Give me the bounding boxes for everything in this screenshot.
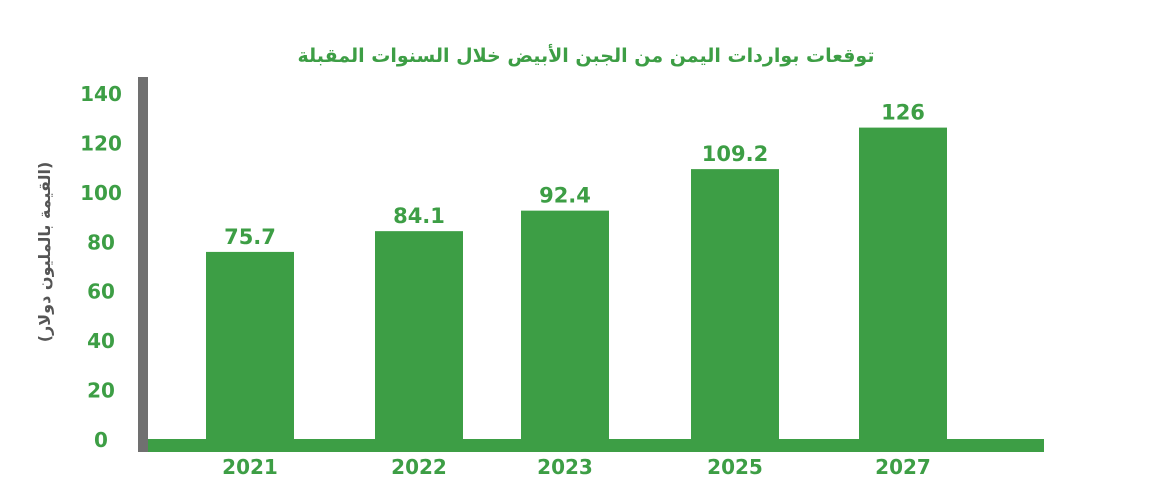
x-ticks: 2021 2022 2023 2025 2027 [222, 455, 931, 479]
bar-2027 [859, 127, 947, 441]
y-tick-label: 60 [87, 280, 115, 304]
chart-title: توقعات بواردات اليمن من الجبن الأبيض خلا… [298, 44, 875, 67]
baseline [148, 439, 1044, 452]
bar-2025 [691, 169, 779, 441]
data-label-2023: 92.4 [539, 184, 591, 208]
data-label-2025: 109.2 [702, 142, 768, 166]
y-axis-label: (القيمة بالمليون دولار) [35, 162, 54, 343]
bar-2021 [206, 251, 294, 441]
bar-2023 [521, 210, 609, 441]
data-label-2022: 84.1 [393, 204, 445, 228]
x-tick-label-2025: 2025 [707, 455, 763, 479]
x-tick-label-2023: 2023 [537, 455, 593, 479]
bars [206, 127, 947, 441]
bar-2022 [375, 231, 463, 441]
y-tick-label: 140 [80, 82, 122, 106]
data-label-2021: 75.7 [224, 225, 276, 249]
data-labels: 75.7 84.1 92.4 109.2 126 [224, 101, 925, 249]
y-tick-label: 0 [94, 428, 108, 452]
data-label-2027: 126 [881, 101, 925, 125]
y-tick-label: 80 [87, 230, 115, 254]
y-tick-label: 120 [80, 131, 122, 155]
x-tick-label-2022: 2022 [391, 455, 447, 479]
y-tick-label: 40 [87, 329, 115, 353]
x-tick-label-2027: 2027 [875, 455, 931, 479]
x-tick-label-2021: 2021 [222, 455, 278, 479]
y-tick-label: 100 [80, 181, 122, 205]
y-ticks: 0 20 40 60 80 100 120 140 [80, 82, 122, 452]
y-axis-line [138, 77, 148, 452]
y-tick-label: 20 [87, 379, 115, 403]
